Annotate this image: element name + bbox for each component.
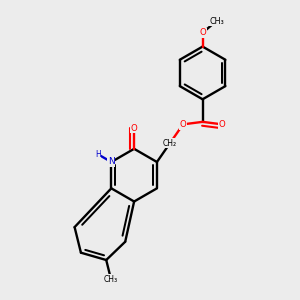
Text: O: O	[180, 120, 186, 129]
Text: N: N	[108, 158, 115, 166]
Text: CH₃: CH₃	[104, 274, 118, 284]
Text: O: O	[219, 120, 226, 129]
Text: H: H	[95, 150, 101, 159]
Text: O: O	[199, 28, 206, 37]
Text: CH₂: CH₂	[163, 139, 177, 148]
Text: O: O	[131, 124, 137, 133]
Text: CH₃: CH₃	[209, 16, 224, 26]
